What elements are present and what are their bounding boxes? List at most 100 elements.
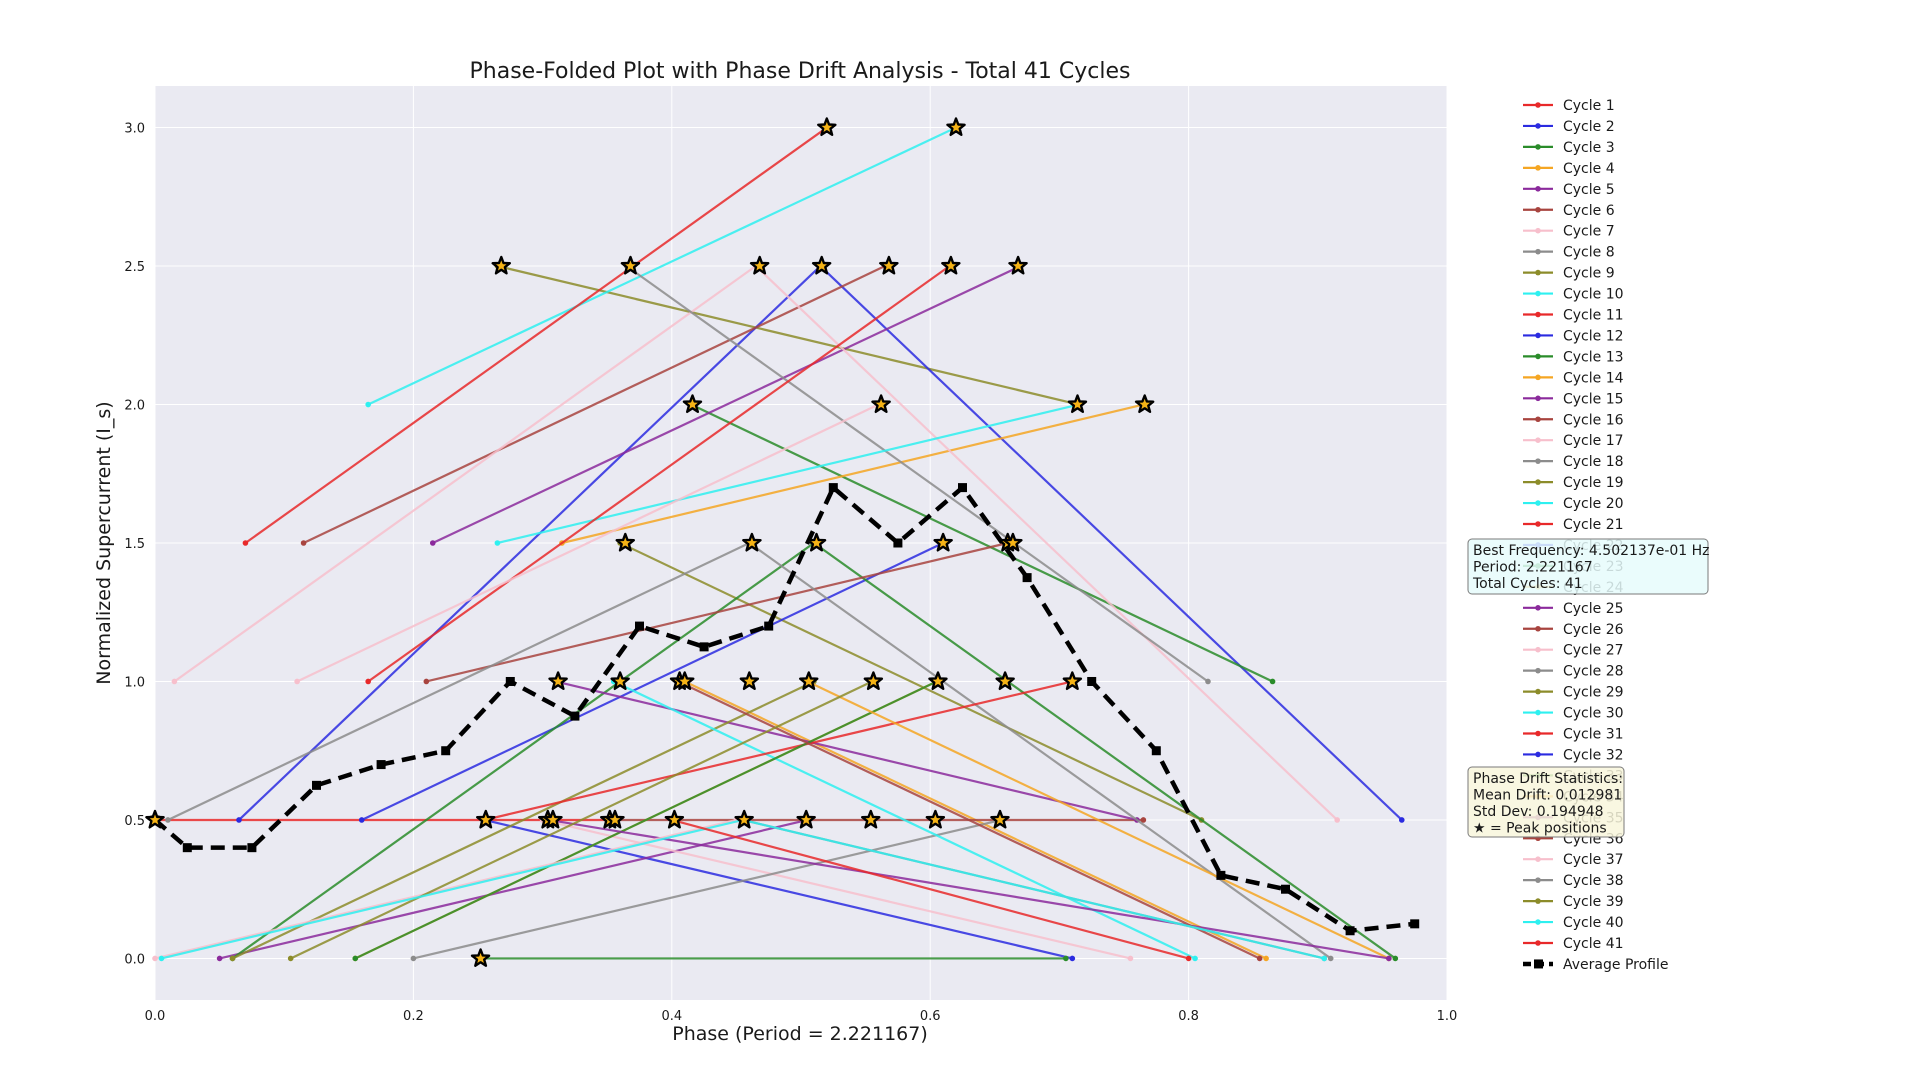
series-point-cycle-17 (171, 678, 178, 685)
legend-label: Cycle 20 (1563, 496, 1624, 512)
legend-label: Cycle 25 (1563, 601, 1624, 617)
peak-star-marker (145, 809, 165, 829)
legend-label: Cycle 8 (1563, 245, 1615, 261)
legend-label: Cycle 19 (1563, 475, 1624, 491)
legend-swatch-marker (1535, 269, 1541, 276)
average-profile-point (1216, 870, 1226, 880)
average-profile-point (312, 780, 321, 790)
legend-swatch-marker (1535, 144, 1541, 150)
legend-label: Cycle 10 (1563, 287, 1624, 303)
peak-markers (145, 117, 1155, 967)
peak-star-marker (470, 948, 491, 967)
series-point-cycle-13 (1269, 678, 1276, 685)
series-point-cycle-28 (1327, 955, 1334, 962)
series-point-cycle-12 (1398, 817, 1405, 823)
legend-swatch-average-marker (1534, 959, 1543, 969)
peak-star-marker (946, 117, 966, 137)
series-point-cycle-10 (365, 401, 371, 408)
peak-star-marker (928, 671, 948, 690)
series-line-cycle-5 (219, 818, 808, 960)
series-point-cycle-3 (1063, 955, 1069, 962)
drift-stats-box: Phase Drift Statistics:Mean Drift: 0.012… (1467, 766, 1625, 838)
series-point-cycle-36 (1256, 955, 1263, 962)
peak-star-marker (811, 255, 832, 275)
peak-star-marker (941, 255, 961, 275)
series-point-cycle-5 (216, 955, 223, 962)
chart-title: Phase-Folded Plot with Phase Drift Analy… (470, 59, 1131, 84)
peak-star-marker (863, 671, 884, 690)
legend-swatch-marker (1535, 123, 1541, 129)
legend-swatch-marker (1535, 898, 1541, 904)
series-line-cycle-37 (154, 818, 737, 960)
drift-stats-line: Std Dev: 0.194948 (1473, 804, 1604, 820)
average-profile-point (570, 711, 580, 721)
legend-swatch-marker (1535, 877, 1541, 883)
average-profile-point (1022, 573, 1032, 583)
legend-swatch-marker (1535, 709, 1541, 716)
peak-star-marker (682, 394, 703, 413)
legend-swatch-marker (1535, 374, 1541, 381)
peak-star-marker (610, 671, 630, 690)
legend-label: Cycle 7 (1563, 224, 1615, 240)
frequency-info-line: Best Frequency: 4.502137e-01 Hz (1473, 543, 1710, 559)
legend-swatch-marker (1535, 416, 1541, 423)
series-point-cycle-26 (423, 678, 430, 685)
series-line-cycle-25 (555, 680, 1138, 822)
peak-star-marker (995, 671, 1015, 690)
legend-label: Cycle 13 (1563, 349, 1624, 365)
average-profile-point (182, 843, 192, 853)
legend-swatch-marker (1535, 165, 1541, 171)
legend-swatch-marker (1535, 102, 1541, 108)
series-point-cycle-11 (242, 540, 249, 546)
series-point-cycle-16 (300, 540, 307, 546)
legend-label-average: Average Profile (1563, 957, 1668, 973)
series-point-cycle-15 (429, 540, 436, 546)
drift-stats-frame (1467, 766, 1625, 838)
legend-label: Cycle 16 (1563, 412, 1624, 428)
series-line-cycle-30 (613, 680, 1196, 960)
x-tick-label: 1.0 (1437, 1009, 1458, 1024)
y-tick-label: 2.5 (124, 260, 145, 275)
legend-swatch-marker (1535, 248, 1541, 255)
peak-star-marker (879, 255, 899, 275)
legend-label: Cycle 37 (1563, 852, 1624, 868)
frequency-info-frame (1467, 538, 1709, 595)
legend-swatch-marker (1535, 646, 1541, 653)
series-point-cycle-39 (287, 955, 294, 962)
average-profile-point (828, 483, 838, 493)
average-profile-point (635, 621, 644, 631)
series-point-cycle-18 (1205, 678, 1211, 685)
drift-stats-line: Phase Drift Statistics: (1473, 771, 1623, 787)
legend-swatch-marker (1535, 479, 1541, 485)
series-point-cycle-7 (1127, 955, 1134, 962)
average-profile-point (958, 483, 967, 493)
series-line-cycle-11 (244, 126, 828, 544)
series-point-cycle-29 (229, 955, 236, 962)
legend-swatch-marker (1535, 500, 1541, 506)
x-tick-label: 0.2 (403, 1009, 424, 1024)
drift-stats-line: ★ = Peak positions (1473, 821, 1607, 837)
average-profile-point (893, 538, 903, 548)
peak-star-marker (990, 809, 1010, 829)
x-tick-label: 0.8 (1178, 1009, 1199, 1024)
series-line-cycle-10 (367, 126, 957, 406)
series-point-cycle-28 (165, 817, 171, 823)
peak-star-marker (806, 532, 827, 552)
legend-label: Cycle 4 (1563, 161, 1615, 177)
y-tick-label: 3.0 (124, 122, 145, 137)
legend-swatch-marker (1535, 751, 1541, 758)
legend-swatch-marker (1535, 186, 1541, 192)
legend-label: Cycle 2 (1563, 119, 1615, 135)
legend-swatch-marker (1535, 919, 1541, 925)
legend-label: Cycle 9 (1563, 266, 1615, 282)
peak-star-marker (861, 809, 881, 829)
peak-star-marker (799, 671, 819, 690)
series-line-cycle-34 (806, 680, 1390, 960)
peak-star-marker (1134, 394, 1155, 413)
series-point-cycle-40 (1321, 955, 1328, 962)
peak-star-marker (739, 671, 760, 690)
legend-label: Cycle 30 (1563, 706, 1624, 722)
axis-ticks: 0.0 0.2 0.4 0.6 0.8 1.0 0.0 0.5 1.0 1.5 2.0 2.5 3.0 (124, 122, 1457, 1024)
